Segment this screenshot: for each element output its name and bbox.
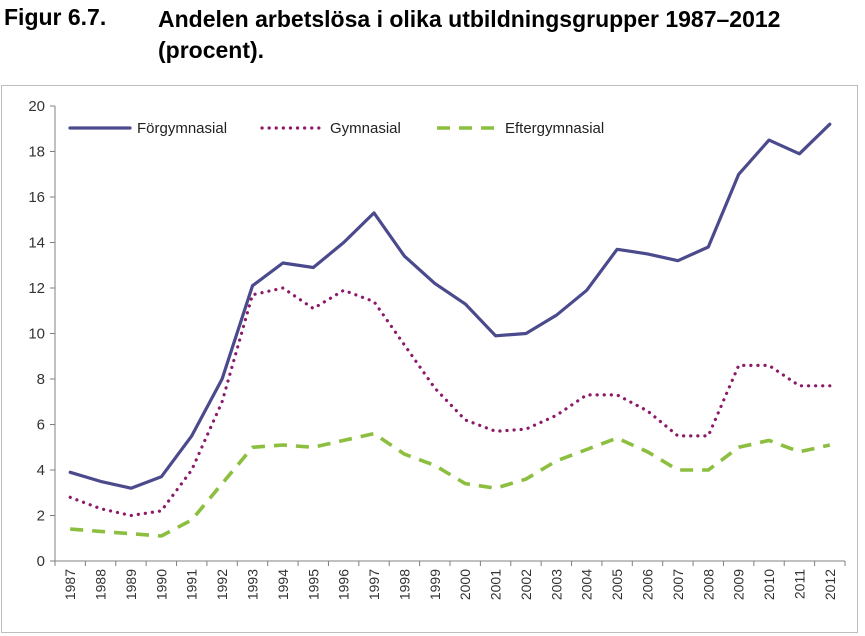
figure-title: Andelen arbetslösa i olika utbildningsgr… (158, 6, 781, 63)
x-tick-label: 2005 (609, 569, 625, 600)
x-tick-label: 1999 (427, 569, 443, 600)
chart-frame (1, 85, 858, 633)
y-tick-label: 20 (28, 98, 45, 115)
figure-label: Figur 6.7. (4, 4, 107, 30)
x-tick-label: 1990 (153, 569, 169, 600)
x-tick-label: 1995 (305, 569, 321, 600)
x-tick-label: 2007 (670, 569, 686, 600)
chart-series (68, 122, 832, 538)
y-tick-label: 4 (37, 462, 45, 479)
x-tick-label: 1996 (336, 569, 352, 600)
x-tick-label: 2000 (457, 569, 473, 600)
x-tick-label: 2003 (548, 569, 564, 600)
x-tick-label: 1989 (123, 569, 139, 600)
x-tick-label: 2004 (579, 569, 595, 600)
x-tick-label: 1991 (184, 569, 200, 600)
x-tick-label: 1992 (214, 569, 230, 600)
legend-label-eftergymnasial: Eftergymnasial (505, 120, 604, 137)
y-tick-label: 8 (37, 371, 45, 388)
y-tick-label: 0 (37, 553, 45, 570)
y-tick-label: 10 (28, 326, 45, 343)
x-tick-label: 2008 (700, 569, 716, 600)
y-tick-label: 6 (37, 417, 45, 434)
x-tick-label: 2002 (518, 569, 534, 600)
x-tick-label: 1988 (93, 569, 109, 600)
y-axis-ticks: 0 2 4 6 8 10 12 14 16 18 20 (28, 98, 55, 570)
x-tick-label: 1993 (245, 569, 261, 600)
series-line-förgymnasial (68, 122, 832, 490)
figure-header: Figur 6.7. Andelen arbetslösa i olika ut… (4, 2, 859, 74)
y-tick-label: 2 (37, 508, 45, 525)
x-tick-label: 1997 (366, 569, 382, 600)
legend-label-förgymnasial: Förgymnasial (137, 120, 227, 137)
x-tick-label: 2001 (488, 569, 504, 600)
y-tick-label: 12 (28, 280, 45, 297)
chart-legend: Förgymnasial Gymnasial Eftergymnasial (68, 120, 604, 137)
chart-axes (54, 106, 845, 562)
series-line-eftergymnasial (70, 431, 831, 538)
x-tick-label: 1998 (396, 569, 412, 600)
x-tick-label: 2010 (761, 569, 777, 600)
x-tick-label: 1994 (275, 569, 291, 600)
y-tick-label: 16 (28, 189, 45, 206)
legend-label-gymnasial: Gymnasial (330, 120, 401, 137)
x-axis-ticks: 1987 1988 1989 1990 1991 1992 1993 1994 1995 1996… (54, 561, 846, 600)
x-tick-label: 2009 (731, 569, 747, 600)
x-tick-label: 1987 (62, 569, 78, 600)
y-tick-label: 18 (28, 144, 45, 161)
x-tick-label: 2012 (822, 569, 838, 600)
series-line-gymnasial (68, 286, 832, 518)
y-tick-label: 14 (28, 235, 45, 252)
x-tick-label: 2011 (791, 569, 807, 599)
x-tick-label: 2006 (640, 569, 656, 600)
